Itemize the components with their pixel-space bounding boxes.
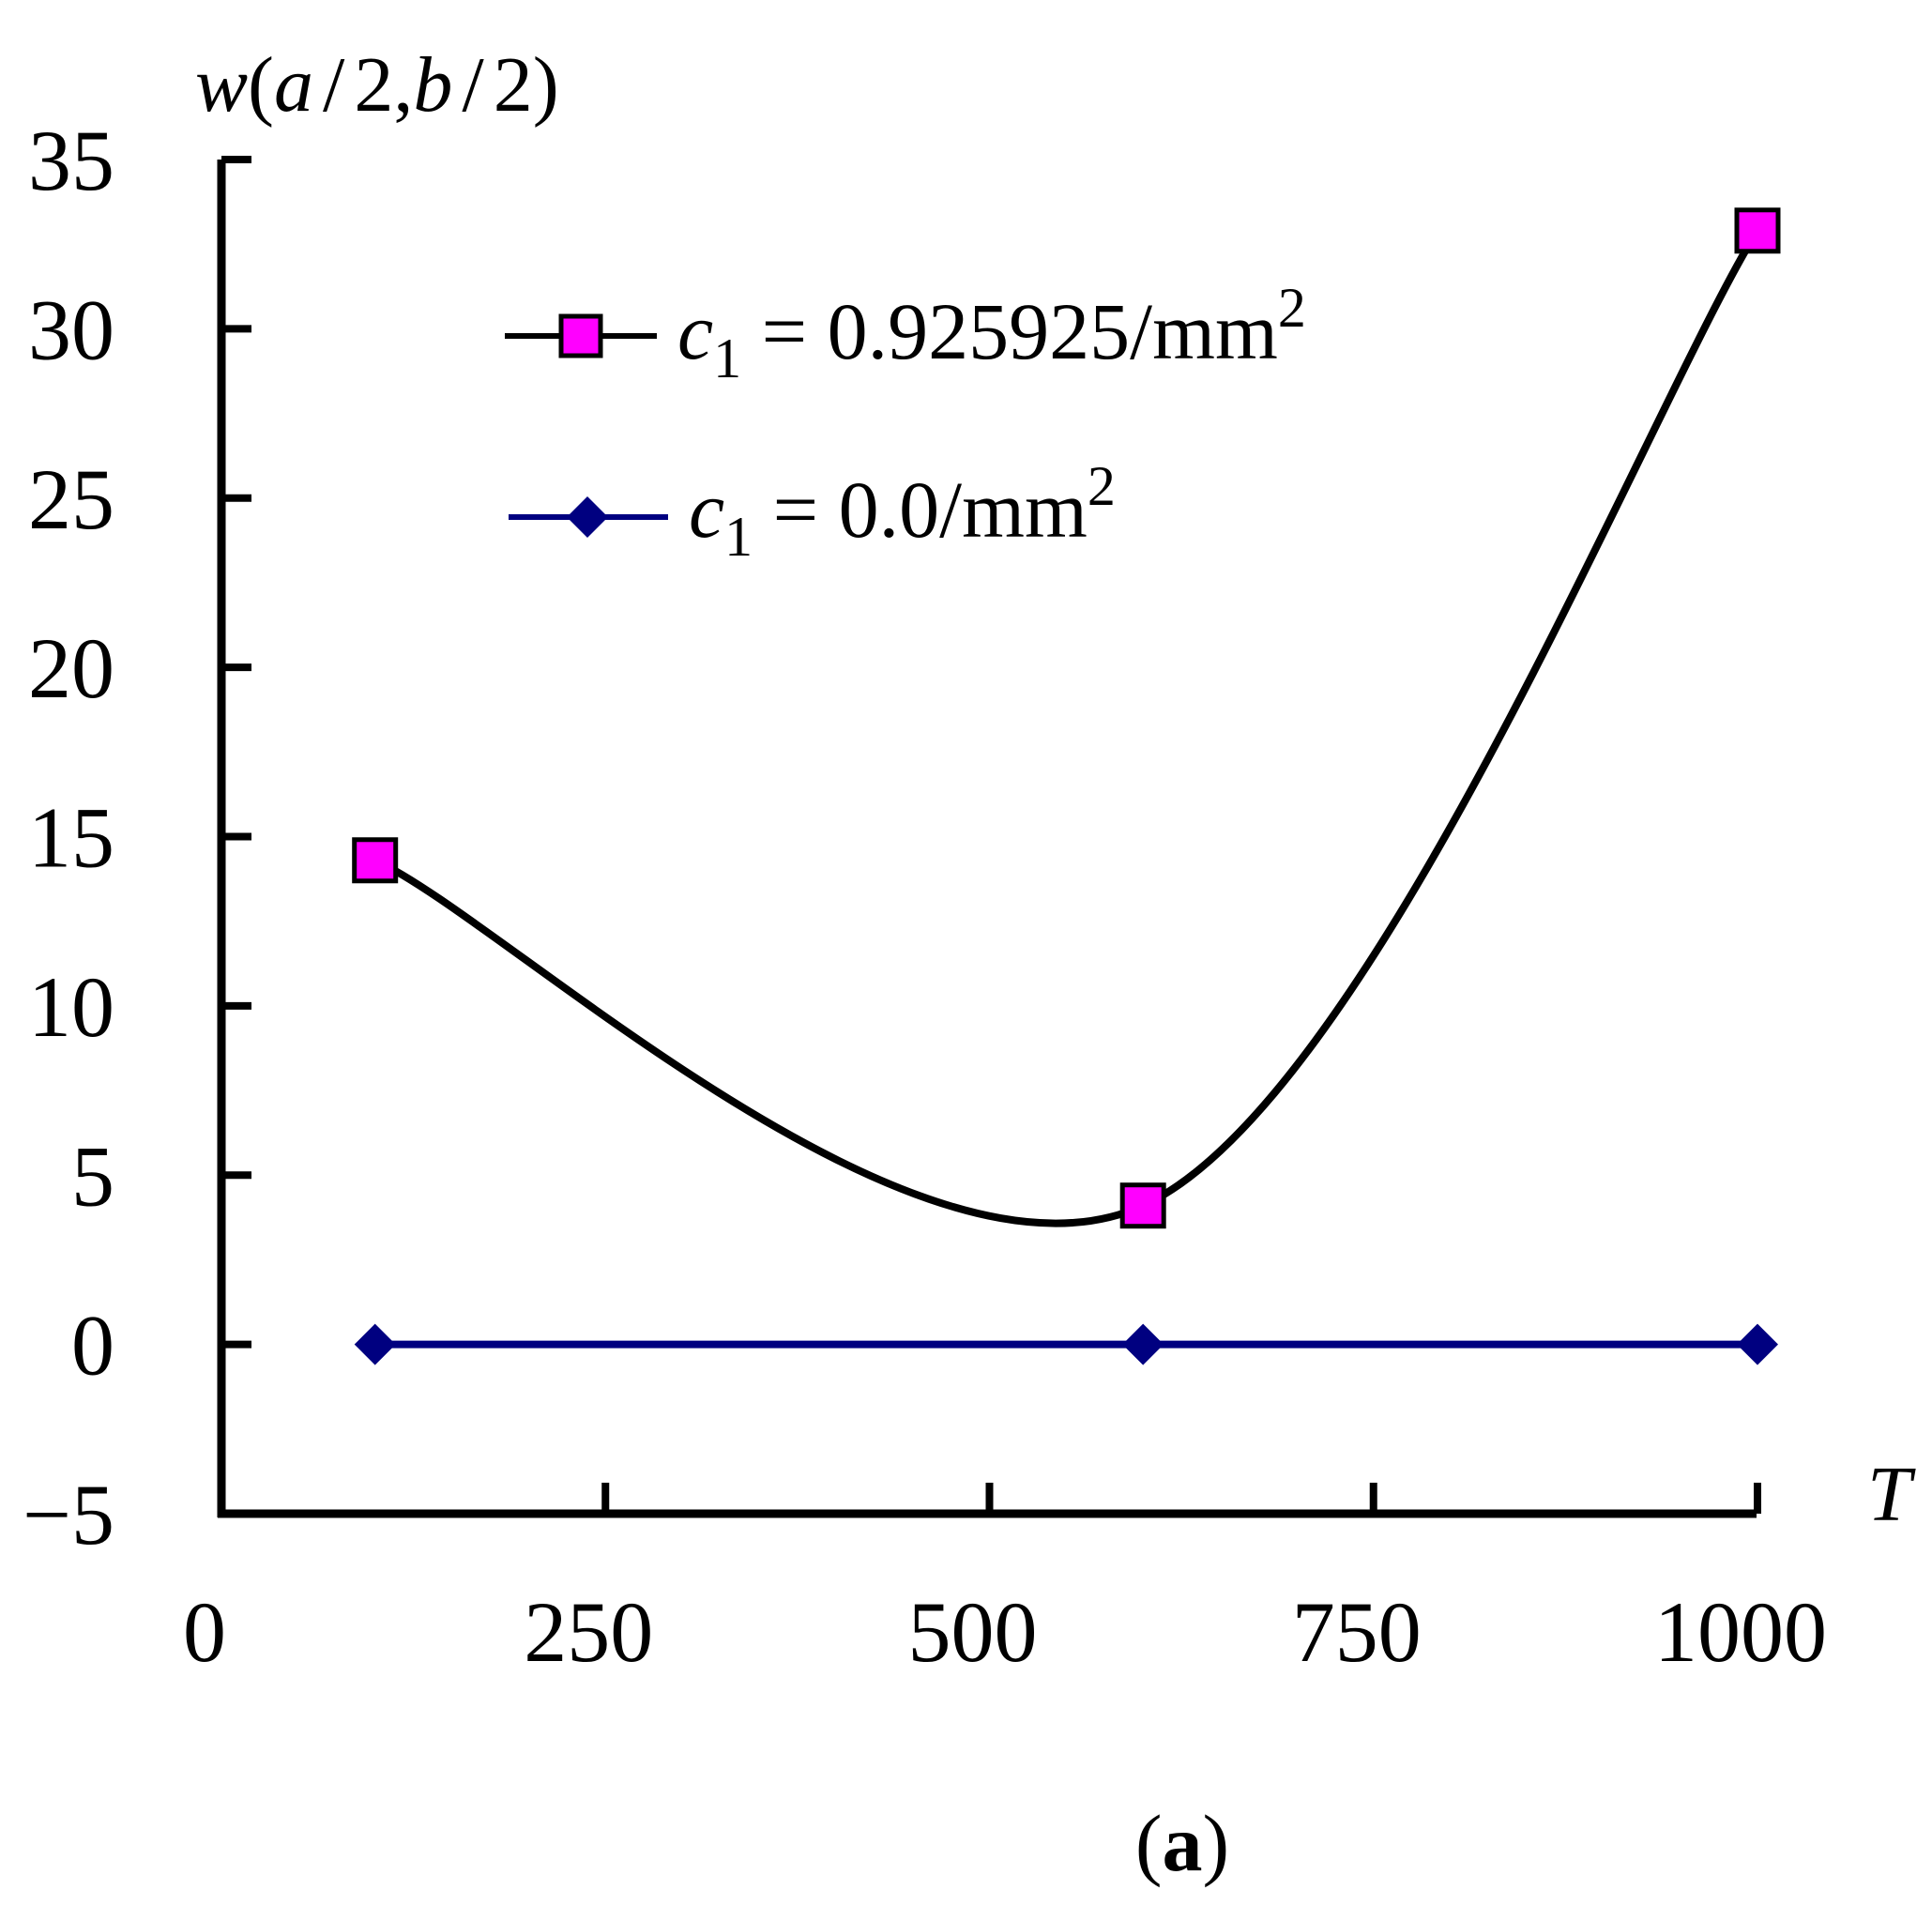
legend-2-sup: 2: [1088, 455, 1116, 517]
legend: c1 = 0.925925/mm2 c1 = 0.0/mm2: [505, 277, 1306, 568]
y-tick-label: 0: [71, 1298, 114, 1394]
x-tick-label: 1000: [1654, 1584, 1827, 1680]
y-ticks: −5 0 5 10 15 20 25 30 35: [23, 113, 251, 1562]
y-title-part: /: [323, 41, 345, 129]
y-title-part: 2: [494, 41, 533, 129]
y-tick-label: 15: [28, 790, 114, 886]
legend-label-1: c1 = 0.925925/mm2: [677, 277, 1306, 389]
y-title-part: ,: [393, 41, 413, 129]
series-2-point: [1122, 1323, 1164, 1365]
x-tick-label: 0: [183, 1584, 226, 1680]
y-title-part: a: [274, 41, 313, 129]
y-axis-title: w(a/2,b/2): [195, 41, 559, 129]
y-title-part: w: [195, 41, 248, 129]
y-tick-label: 10: [28, 959, 114, 1055]
series-1-point: [1119, 1182, 1166, 1229]
series-2-point: [1737, 1323, 1778, 1365]
y-tick-label: 20: [28, 620, 114, 716]
y-title-part: b: [413, 41, 452, 129]
legend-1-sub: 1: [713, 328, 741, 389]
x-tick-label: 250: [524, 1584, 653, 1680]
caption-letter: a: [1163, 1798, 1203, 1888]
y-title-part: /: [462, 41, 484, 129]
legend-2-sub: 1: [724, 506, 753, 568]
y-tick-label: −5: [23, 1467, 114, 1562]
y-title-part: 2: [354, 41, 393, 129]
y-tick-label: 30: [28, 282, 114, 377]
legend-marker-square: [558, 313, 603, 358]
y-tick-label: 35: [28, 113, 114, 208]
series-1-point: [352, 837, 399, 884]
legend-1-rest: = 0.925925/mm: [741, 286, 1278, 376]
x-axis-title: T: [1867, 1451, 1916, 1538]
series-1-line: [373, 228, 1761, 1227]
x-tick-label: 500: [908, 1584, 1038, 1680]
legend-label-2: c1 = 0.0/mm2: [689, 455, 1116, 568]
legend-1-var: c: [677, 286, 713, 376]
x-ticks: 0 250 500 750 1000: [183, 1483, 1827, 1680]
legend-2-rest: = 0.0/mm: [753, 465, 1088, 555]
legend-1-sup: 2: [1278, 277, 1306, 339]
series-2-point: [354, 1323, 396, 1365]
caption-open: (: [1135, 1798, 1163, 1888]
x-tick-label: 750: [1292, 1584, 1422, 1680]
caption-close: ): [1203, 1798, 1230, 1888]
y-title-part: (: [248, 41, 274, 129]
legend-marker-diamond: [567, 496, 608, 538]
series-1-point: [1734, 207, 1781, 254]
series-layer: [352, 207, 1781, 1365]
y-title-part: ): [533, 41, 559, 129]
figure-caption: (a): [1135, 1798, 1229, 1888]
legend-2-var: c: [689, 465, 724, 555]
y-tick-label: 25: [28, 451, 114, 547]
y-tick-label: 5: [71, 1128, 114, 1224]
